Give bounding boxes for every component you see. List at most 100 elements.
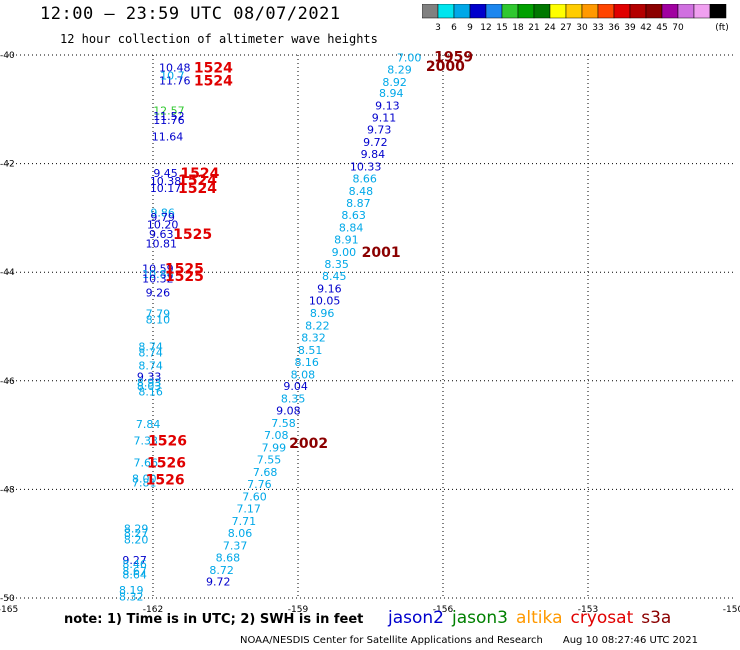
- wave-height-label: 8.74: [138, 347, 163, 360]
- wave-height-label: 9.63: [149, 228, 174, 241]
- wave-height-label: 8.03: [137, 380, 162, 393]
- wave-height-label: 9.73: [367, 123, 392, 136]
- legend-tick-label: 33: [592, 23, 603, 33]
- wave-height-label: 8.35: [324, 258, 349, 271]
- legend-unit: (ft): [715, 23, 729, 33]
- legend-tick-label: 15: [496, 23, 507, 33]
- wave-height-label: 9.08: [276, 405, 301, 418]
- wave-height-label: 9.16: [317, 282, 342, 295]
- longitude-tick-label: -159: [288, 605, 309, 615]
- pass-time-label: 1525: [165, 261, 204, 277]
- pass-time-label: 2000: [426, 59, 465, 75]
- wave-height-label: 7.37: [223, 539, 248, 552]
- wave-height-label: 7.99: [262, 442, 287, 455]
- page-subtitle: 12 hour collection of altimeter wave hei…: [60, 32, 378, 46]
- mission-legend: jason2 jason3 altika cryosat s3a: [388, 608, 679, 628]
- wave-height-label: 10.81: [145, 237, 177, 250]
- legend-tick-label: 21: [528, 23, 539, 33]
- wave-height-label: 8.93: [137, 376, 162, 389]
- pass-time-label: 1524: [194, 60, 233, 76]
- pass-time-label: 1524: [194, 74, 233, 90]
- legend-tick-label: 30: [576, 23, 588, 33]
- latitude-tick-label: -46: [0, 377, 15, 387]
- legend-tick-label: 24: [544, 23, 556, 33]
- wave-height-label: 8.67: [122, 565, 147, 578]
- wave-height-label: 9.00: [332, 246, 357, 259]
- wave-height-label: 8.74: [138, 341, 163, 354]
- mission-label-jason2: jason2: [388, 608, 444, 628]
- wave-height-label: 10.20: [147, 218, 179, 231]
- pass-time-label: 1959: [434, 50, 473, 66]
- wave-height-label: 7.17: [236, 502, 261, 515]
- pass-time-label: 1526: [148, 434, 187, 450]
- wave-height-label: 7.76: [247, 478, 272, 491]
- wave-height-label: 7.08: [264, 429, 289, 442]
- pass-time-label: 1524: [178, 173, 217, 189]
- wave-height-label: 11.52: [153, 110, 185, 123]
- mission-label-s3a: s3a: [641, 608, 672, 628]
- wave-height-label: 11.76: [153, 114, 185, 127]
- wave-height-label: 8.27: [124, 527, 149, 540]
- wave-height-label: 8.84: [339, 222, 364, 235]
- wave-height-label: 8.66: [352, 172, 377, 185]
- wave-height-label: 8.48: [349, 185, 374, 198]
- pass-time-label: 1526: [147, 455, 186, 471]
- wave-height-label: 8.91: [334, 234, 359, 247]
- wave-height-label: 10.05: [309, 294, 341, 307]
- wave-height-label: 9.79: [150, 211, 175, 224]
- wave-height-label: 7.84: [136, 418, 161, 431]
- wave-height-label: 8.96: [310, 307, 335, 320]
- legend-tick-label: 6: [451, 23, 457, 33]
- wave-height-label: 8.32: [301, 331, 326, 344]
- wave-height-label: 8.72: [209, 564, 234, 577]
- wave-height-label: 9.72: [363, 136, 388, 149]
- wave-height-label: 12.57: [153, 104, 185, 117]
- wave-height-label: 9.33: [137, 370, 162, 383]
- wave-height-label: 7.33: [134, 435, 159, 448]
- wave-height-label: 7.55: [257, 454, 282, 467]
- wave-height-label: 7.60: [242, 490, 267, 503]
- color-legend: 3 6 9 12 15 18 21 24 27 30 33 36 39 42 45 70 (ft): [422, 4, 729, 33]
- wave-height-label: 8.19: [119, 584, 144, 597]
- wave-height-label: 9.86: [150, 206, 175, 219]
- legend-tick-label: 70: [672, 23, 684, 33]
- wave-height-label: 8.68: [216, 551, 241, 564]
- wave-height-label: 10.38: [150, 175, 182, 188]
- wave-height-label: 8.08: [291, 368, 316, 381]
- legend-tick-label: 18: [512, 23, 524, 33]
- wave-height-label: 8.10: [146, 313, 171, 326]
- credit-text: NOAA/NESDIS Center for Satellite Applica…: [240, 635, 543, 646]
- wave-height-label: 11.76: [159, 75, 191, 88]
- latitude-tick-label: -40: [0, 51, 15, 61]
- longitude-tick-label: -150: [723, 605, 740, 615]
- wave-height-label: 8.94: [379, 87, 404, 100]
- wave-height-label: 8.45: [322, 270, 347, 283]
- wave-height-label: 10.7: [160, 70, 185, 83]
- wave-height-label: 9.11: [372, 111, 397, 124]
- mission-label-cryosat: cryosat: [570, 608, 634, 628]
- legend-tick-label: 42: [640, 23, 651, 33]
- wave-height-label: 8.32: [119, 590, 144, 603]
- wave-height-label: 8.35: [281, 393, 306, 406]
- latitude-tick-label: -42: [0, 160, 15, 170]
- longitude-tick-label: -153: [578, 605, 598, 615]
- wave-height-label: 11.64: [152, 130, 184, 143]
- wave-height-label: 10.32: [142, 273, 174, 286]
- latitude-tick-label: -50: [0, 594, 15, 604]
- legend-tick-label: 36: [608, 23, 620, 33]
- mission-label-jason3: jason3: [452, 608, 508, 628]
- page-title: 12:00 — 23:59 UTC 08/07/2021: [40, 4, 341, 24]
- legend-tick-label: 12: [480, 23, 491, 33]
- wave-height-label: 8.74: [138, 360, 163, 373]
- legend-tick-label: 45: [656, 23, 667, 33]
- latitude-tick-label: -44: [0, 268, 15, 278]
- wave-height-label: 8.51: [298, 344, 323, 357]
- wave-height-label: 7.00: [397, 52, 422, 65]
- longitude-tick-label: -162: [143, 605, 163, 615]
- units-note: note: 1) Time is in UTC; 2) SWH is in fe…: [64, 612, 364, 627]
- wave-height-label: 9.72: [206, 576, 231, 589]
- generated-timestamp: Aug 10 08:27:46 UTC 2021: [562, 635, 699, 646]
- legend-tick-label: 39: [624, 23, 636, 33]
- wave-height-label: 8.20: [124, 533, 149, 546]
- legend-tick-label: 9: [467, 23, 473, 33]
